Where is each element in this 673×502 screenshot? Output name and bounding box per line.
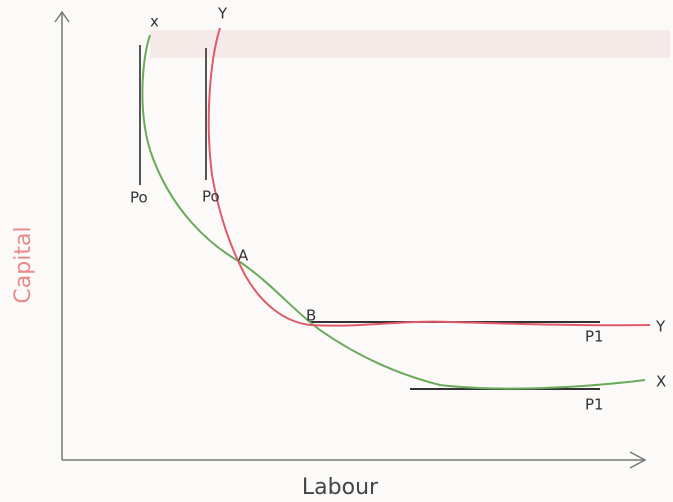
isoquant-x [142,35,645,389]
point-label: P1 [585,328,604,346]
y-axis-title: Capital [11,226,36,303]
curve-top-label: Y [217,5,228,23]
point-label: Po [202,188,220,206]
curve-top-label: x [150,13,159,31]
isoquant-y [209,28,650,326]
point-label: Po [130,189,148,207]
curve-label: Y [655,318,666,336]
x-axis-title: Labour [302,475,379,500]
point-label: P1 [585,396,604,414]
point-label: B [306,307,316,325]
paper-smudge [150,30,670,58]
curve-label: X [656,373,666,391]
point-label: A [238,247,249,265]
diagram: x Y Po Po A B P1 Y P1 X Capital Labour [0,0,673,502]
